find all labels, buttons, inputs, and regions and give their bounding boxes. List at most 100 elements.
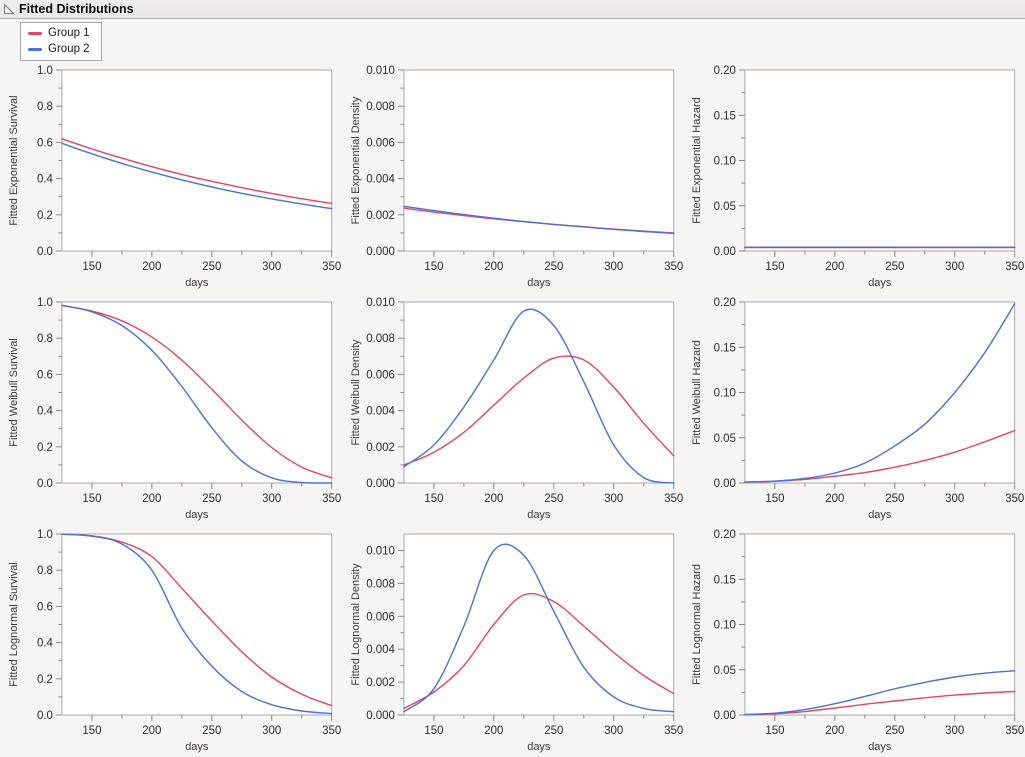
x-tick-label: 250	[886, 493, 905, 505]
y-axis-title: Fitted Weibull Hazard	[691, 340, 703, 445]
plot-cell-weibull-survival: 150 200 250 300 350 0.0 0.2 0.4 0.6 0.8 1.0 Fitted …	[0, 293, 342, 525]
plot-frame	[61, 301, 333, 484]
curve-group-2[interactable]	[61, 142, 333, 210]
y-tick-label: 0.008	[366, 101, 395, 113]
y-tick-label: 0.002	[366, 677, 395, 689]
curve-group-2[interactable]	[744, 303, 1016, 483]
x-tick-label: 250	[544, 725, 563, 737]
curve-group-2[interactable]	[61, 304, 333, 484]
plot-canvas-exponential-hazard[interactable]: 150 200 250 300 350 0.00 0.05 0.10 0.15 0.20 Fitte…	[683, 61, 1025, 293]
curve-group-2[interactable]	[744, 670, 1016, 716]
curve-group-1[interactable]	[402, 592, 675, 710]
x-tick-label: 200	[484, 493, 503, 505]
disclosure-triangle-icon[interactable]	[3, 3, 15, 15]
y-tick-label: 0.006	[366, 137, 395, 149]
y-tick-label: 0.15	[714, 574, 736, 586]
curve-group-2[interactable]	[61, 533, 333, 715]
curve-group-2[interactable]	[402, 308, 675, 484]
x-tick-label: 250	[544, 261, 563, 273]
x-tick-label: 250	[202, 725, 221, 737]
y-tick-label: 0.05	[714, 665, 736, 677]
curve-group-2[interactable]	[402, 205, 675, 235]
plot-canvas-lognormal-hazard[interactable]: 150 200 250 300 350 0.00 0.05 0.10 0.15 0.20 Fitte…	[683, 525, 1025, 757]
x-axis-title: days	[869, 509, 893, 521]
x-tick-label: 200	[826, 493, 845, 505]
plot-cell-lognormal-survival: 150 200 250 300 350 0.0 0.2 0.4 0.6 0.8 1.0 Fitted …	[0, 525, 342, 757]
plot-cell-lognormal-density: 150 200 250 300 350 0.000 0.002 0.004 0.006 0.008…	[342, 525, 684, 757]
x-tick-label: 150	[82, 493, 101, 505]
x-tick-label: 200	[142, 725, 161, 737]
y-tick-label: 0.000	[366, 246, 395, 258]
legend-label-group-2: Group 2	[48, 43, 90, 55]
curve-group-1[interactable]	[744, 690, 1016, 716]
x-axis-title: days	[527, 509, 551, 521]
x-axis-title: days	[185, 741, 209, 753]
plot-frame	[61, 69, 333, 252]
plot-frame	[403, 69, 674, 252]
x-tick-label: 350	[322, 493, 341, 505]
x-tick-label: 300	[262, 725, 281, 737]
y-tick-label: 0.00	[714, 710, 736, 722]
y-tick-label: 0.0	[37, 246, 53, 258]
y-tick-label: 0.15	[714, 342, 736, 354]
y-axis-title: Fitted Exponential Hazard	[691, 97, 703, 223]
x-tick-label: 150	[424, 261, 443, 273]
y-tick-label: 0.010	[366, 65, 395, 77]
x-tick-label: 200	[484, 261, 503, 273]
y-axis-title: Fitted Lognormal Density	[350, 563, 362, 686]
x-tick-label: 150	[766, 261, 785, 273]
x-tick-label: 150	[766, 725, 785, 737]
y-tick-label: 0.006	[366, 611, 395, 623]
plot-canvas-weibull-hazard[interactable]: 150 200 250 300 350 0.00 0.05 0.10 0.15 0.20 Fitte…	[683, 293, 1025, 525]
plot-canvas-lognormal-survival[interactable]: 150 200 250 300 350 0.0 0.2 0.4 0.6 0.8 1.0 Fitted …	[0, 525, 342, 757]
legend-item-group-1[interactable]: Group 1	[28, 26, 90, 40]
x-tick-label: 300	[945, 725, 964, 737]
x-axis-title: days	[185, 277, 209, 289]
x-tick-label: 150	[424, 493, 443, 505]
y-tick-label: 0.004	[366, 644, 395, 656]
x-tick-label: 250	[202, 261, 221, 273]
y-tick-label: 0.002	[366, 442, 395, 454]
y-tick-label: 0.008	[366, 578, 395, 590]
plot-frame	[403, 533, 674, 716]
y-tick-label: 0.2	[37, 210, 53, 222]
y-axis-title: Fitted Weibull Survival	[8, 338, 20, 447]
y-tick-label: 0.6	[37, 137, 53, 149]
y-axis-title: Fitted Exponential Survival	[8, 95, 20, 225]
plot-cell-lognormal-hazard: 150 200 250 300 350 0.00 0.05 0.10 0.15 0.20 Fitte…	[683, 525, 1025, 757]
y-tick-label: 0.8	[37, 101, 53, 113]
y-tick-label: 0.4	[37, 174, 54, 186]
y-tick-label: 0.004	[366, 174, 395, 186]
legend-item-group-2[interactable]: Group 2	[28, 42, 90, 56]
plot-canvas-exponential-survival[interactable]: 150 200 250 300 350 0.0 0.2 0.4 0.6 0.8 1.0 Fitted …	[0, 61, 342, 293]
x-axis-title: days	[527, 277, 551, 289]
plot-canvas-weibull-survival[interactable]: 150 200 250 300 350 0.0 0.2 0.4 0.6 0.8 1.0 Fitted …	[0, 293, 342, 525]
y-tick-label: 0.008	[366, 333, 395, 345]
x-axis-title: days	[869, 741, 893, 753]
x-tick-label: 350	[322, 261, 341, 273]
y-tick-label: 0.20	[714, 297, 736, 309]
x-tick-label: 350	[664, 261, 683, 273]
plot-frame	[744, 533, 1016, 716]
curve-group-2[interactable]	[402, 543, 675, 713]
curve-group-1[interactable]	[61, 304, 333, 479]
y-tick-label: 0.004	[366, 406, 395, 418]
x-tick-label: 350	[664, 725, 683, 737]
plot-canvas-weibull-density[interactable]: 150 200 250 300 350 0.000 0.002 0.004 0.006 0.008…	[342, 293, 684, 525]
y-tick-label: 1.0	[37, 297, 53, 309]
y-tick-label: 0.0	[37, 478, 53, 490]
x-tick-label: 300	[262, 493, 281, 505]
y-tick-label: 0.010	[366, 545, 395, 557]
group-1-line-swatch	[28, 31, 42, 35]
y-tick-label: 0.20	[714, 65, 736, 77]
x-axis-title: days	[527, 741, 551, 753]
curve-group-1[interactable]	[61, 138, 333, 205]
plot-frame	[61, 533, 333, 716]
curve-group-1[interactable]	[402, 355, 675, 466]
x-tick-label: 150	[766, 493, 785, 505]
plot-canvas-lognormal-density[interactable]: 150 200 250 300 350 0.000 0.002 0.004 0.006 0.008…	[342, 525, 684, 757]
x-tick-label: 300	[262, 261, 281, 273]
x-tick-label: 150	[424, 725, 443, 737]
plot-canvas-exponential-density[interactable]: 150 200 250 300 350 0.000 0.002 0.004 0.006 0.008…	[342, 61, 684, 293]
